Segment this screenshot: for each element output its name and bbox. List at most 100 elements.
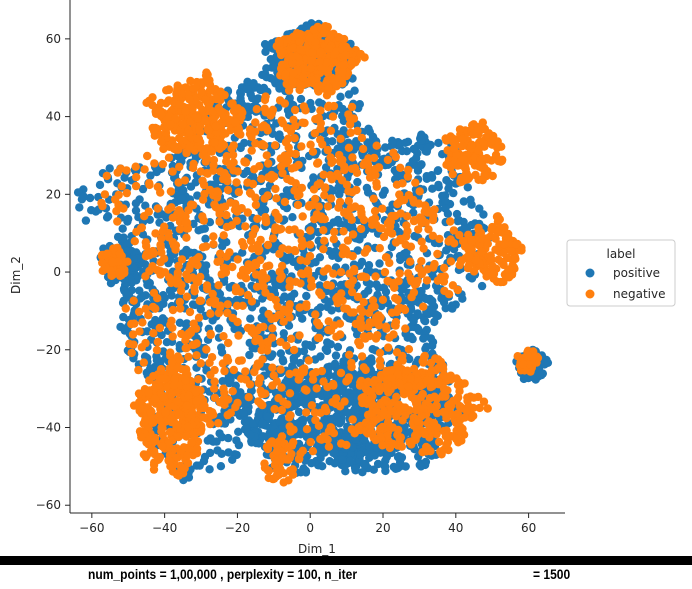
point-negative (290, 134, 299, 143)
point-positive (394, 227, 404, 237)
point-negative (158, 227, 168, 236)
point-positive (333, 342, 343, 352)
point-positive (184, 473, 194, 482)
point-negative (159, 254, 169, 263)
point-negative (308, 447, 318, 456)
point-positive (351, 464, 360, 473)
point-negative (174, 261, 183, 271)
point-negative (182, 233, 191, 242)
point-negative (151, 229, 160, 238)
point-positive (419, 334, 428, 343)
point-negative (320, 191, 329, 200)
point-negative (302, 302, 311, 312)
point-negative (245, 380, 255, 389)
point-positive (329, 218, 338, 227)
point-negative (206, 329, 215, 338)
point-negative (287, 334, 296, 343)
point-negative (198, 243, 208, 252)
point-positive (409, 144, 418, 154)
point-negative (184, 352, 193, 361)
point-positive (113, 232, 123, 242)
point-negative (268, 363, 277, 372)
point-negative (316, 135, 325, 144)
point-positive (135, 286, 144, 295)
point-positive (458, 294, 467, 303)
point-negative (198, 176, 207, 185)
point-negative (163, 383, 172, 392)
point-positive (331, 351, 341, 360)
point-positive (441, 204, 450, 213)
point-negative (301, 408, 311, 417)
point-negative (327, 423, 336, 433)
point-negative (193, 114, 202, 123)
point-negative (157, 234, 166, 243)
point-positive (228, 455, 237, 464)
point-negative (196, 359, 205, 368)
point-negative (364, 308, 374, 318)
point-negative (316, 47, 325, 56)
point-negative (182, 292, 192, 301)
point-positive (414, 324, 423, 334)
point-positive (347, 393, 356, 402)
point-positive (323, 338, 332, 347)
point-positive (294, 407, 304, 417)
point-positive (379, 283, 389, 292)
point-negative (194, 375, 203, 384)
point-negative (289, 43, 298, 53)
point-positive (201, 234, 210, 243)
point-negative (117, 182, 127, 191)
point-positive (123, 247, 132, 256)
point-negative (231, 117, 240, 127)
point-negative (222, 152, 231, 161)
point-negative (121, 304, 130, 313)
point-positive (246, 430, 255, 439)
point-negative (232, 216, 241, 225)
point-negative (294, 375, 303, 384)
point-negative (283, 156, 293, 165)
point-negative (224, 338, 233, 348)
point-negative (256, 235, 265, 245)
point-negative (401, 324, 410, 333)
point-negative (295, 37, 305, 47)
point-negative (288, 58, 297, 67)
point-negative (395, 190, 404, 199)
point-negative (279, 317, 288, 326)
point-negative (339, 227, 348, 236)
point-negative (422, 276, 432, 285)
point-negative (320, 236, 329, 245)
point-negative (342, 180, 352, 189)
point-negative (210, 200, 219, 209)
point-negative (181, 218, 190, 228)
point-negative (190, 287, 199, 296)
point-negative (359, 298, 368, 307)
point-positive (420, 316, 429, 325)
point-positive (427, 305, 436, 315)
point-negative (319, 226, 328, 235)
point-negative (357, 133, 367, 143)
point-negative (254, 397, 263, 406)
point-negative (358, 307, 367, 317)
point-negative (188, 340, 197, 350)
point-negative (174, 206, 184, 215)
point-negative (185, 129, 194, 138)
point-positive (285, 93, 294, 103)
point-negative (419, 244, 428, 253)
point-negative (422, 205, 432, 214)
point-negative (280, 99, 289, 108)
point-positive (239, 408, 248, 417)
point-positive (152, 317, 161, 326)
point-positive (186, 182, 196, 191)
point-negative (170, 141, 179, 151)
point-negative (297, 183, 307, 193)
point-negative (281, 70, 290, 79)
point-positive (146, 171, 155, 180)
point-negative (316, 106, 325, 115)
point-negative (297, 142, 306, 151)
point-negative (319, 267, 328, 276)
point-negative (295, 303, 304, 312)
point-negative (299, 73, 308, 82)
point-positive (459, 225, 468, 234)
point-negative (168, 276, 177, 285)
point-negative (283, 174, 292, 184)
point-positive (306, 98, 315, 108)
